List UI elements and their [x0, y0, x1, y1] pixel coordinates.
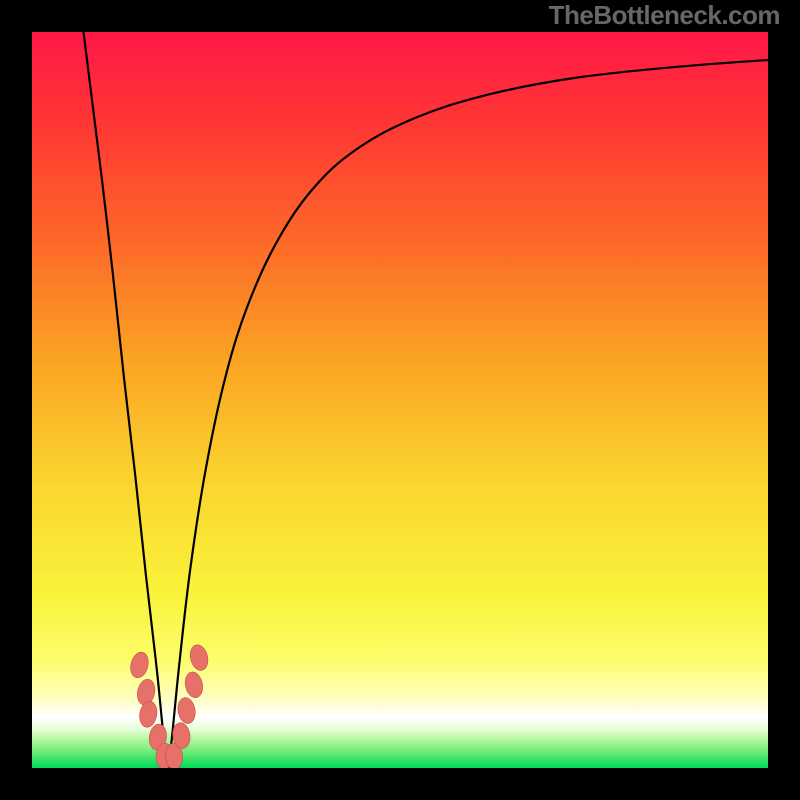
- watermark-text: TheBottleneck.com: [549, 0, 780, 31]
- bottleneck-chart: [32, 32, 768, 768]
- chart-container: [32, 32, 768, 768]
